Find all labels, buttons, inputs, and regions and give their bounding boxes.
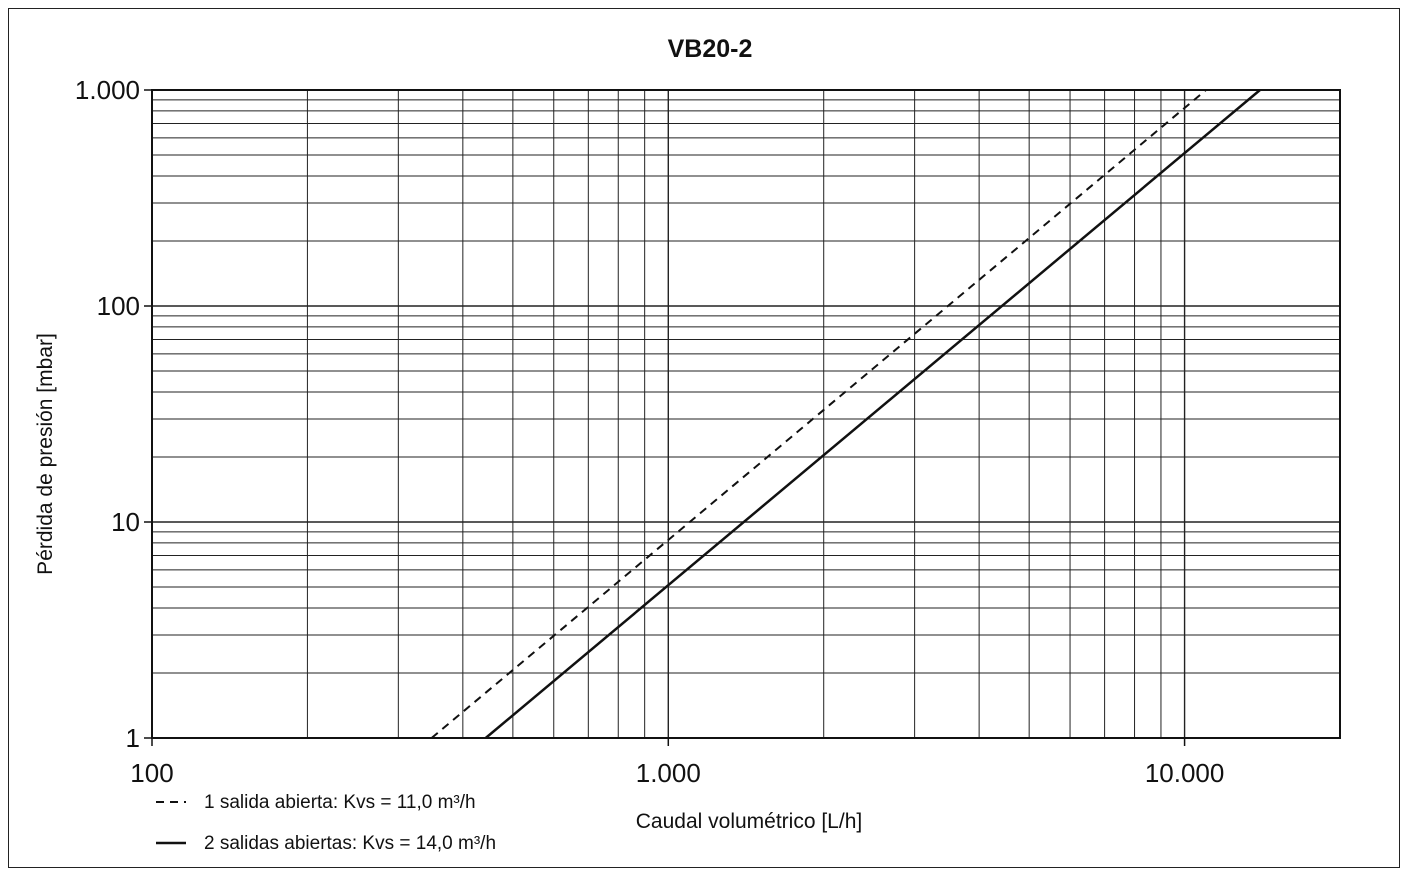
series-line-2 bbox=[484, 89, 1261, 739]
x-tick-label: 10.000 bbox=[1145, 758, 1225, 788]
x-tick-label: 100 bbox=[130, 758, 173, 788]
y-tick-labels: 1 10 100 1.000 bbox=[75, 75, 140, 753]
y-axis-label: Pérdida de presión [mbar] bbox=[34, 333, 57, 575]
y-tick-label: 10 bbox=[111, 507, 140, 537]
y-tick-label: 100 bbox=[97, 291, 140, 321]
legend-entry-1: 1 salida abierta: Kvs = 11,0 m³/h bbox=[204, 792, 476, 813]
grid-minor bbox=[152, 90, 1341, 738]
x-tick-labels: 100 1.000 10.000 bbox=[130, 758, 1224, 788]
y-tick-label: 1.000 bbox=[75, 75, 140, 105]
chart-title: VB20-2 bbox=[668, 35, 753, 63]
x-axis-label: Caudal volumétrico [L/h] bbox=[636, 810, 862, 833]
legend: 1 salida abierta: Kvs = 11,0 m³/h 2 sali… bbox=[156, 792, 496, 854]
y-tick-label: 1 bbox=[126, 723, 140, 753]
series-layer bbox=[430, 89, 1261, 739]
series-line-1 bbox=[430, 89, 1207, 739]
chart-frame bbox=[8, 8, 1400, 868]
x-tick-label: 1.000 bbox=[636, 758, 701, 788]
plot-border bbox=[151, 89, 1341, 739]
legend-entry-2: 2 salidas abiertas: Kvs = 14,0 m³/h bbox=[204, 833, 496, 854]
